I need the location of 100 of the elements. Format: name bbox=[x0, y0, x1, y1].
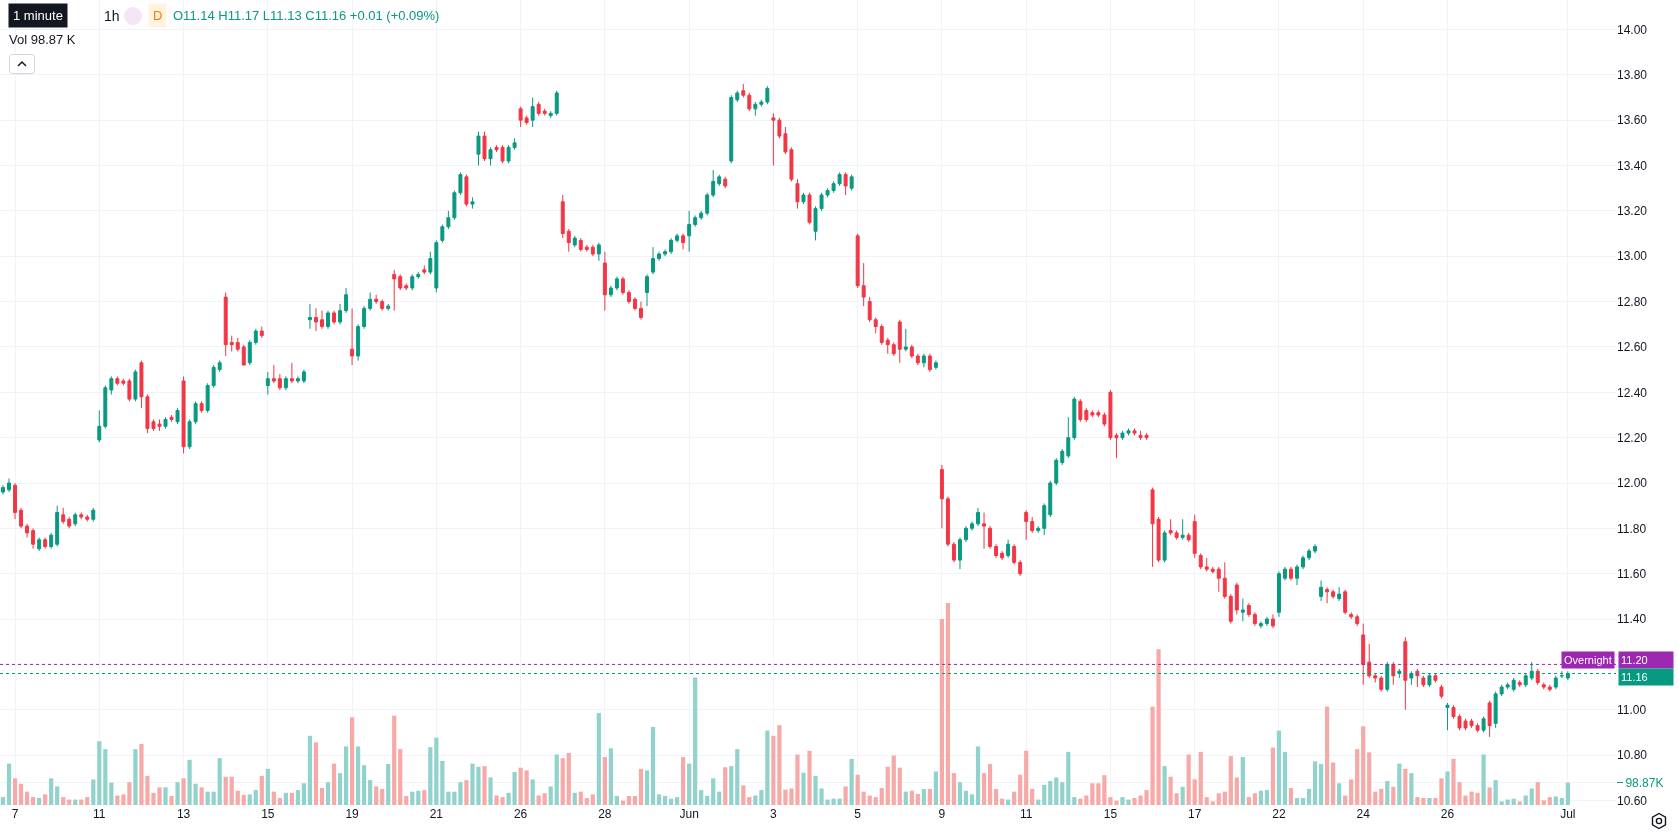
candlestick bbox=[332, 310, 337, 325]
candlestick bbox=[1162, 530, 1167, 563]
candlestick bbox=[1301, 555, 1306, 570]
candlestick bbox=[1331, 589, 1336, 600]
bar bbox=[37, 797, 42, 805]
bar bbox=[1252, 793, 1257, 805]
bar bbox=[1282, 751, 1288, 805]
candlestick bbox=[632, 296, 637, 312]
bar bbox=[1409, 773, 1414, 805]
bar bbox=[1331, 762, 1336, 805]
bar bbox=[1361, 726, 1366, 805]
bar bbox=[662, 795, 668, 805]
candlestick bbox=[386, 303, 391, 312]
annotation: 1 minute bbox=[13, 8, 63, 23]
candlestick bbox=[1505, 682, 1510, 690]
candlestick bbox=[211, 364, 216, 389]
candlestick bbox=[945, 496, 950, 547]
bar bbox=[1487, 787, 1492, 805]
bar bbox=[1565, 782, 1570, 805]
bar bbox=[1234, 777, 1239, 805]
candlestick bbox=[181, 375, 186, 455]
bar bbox=[711, 778, 716, 805]
candlestick bbox=[1012, 543, 1017, 566]
candlestick bbox=[687, 210, 692, 253]
bar bbox=[849, 758, 854, 805]
candlestick bbox=[566, 228, 571, 253]
bar bbox=[1180, 786, 1185, 805]
bar bbox=[199, 787, 204, 805]
bar bbox=[307, 735, 313, 805]
bar bbox=[1499, 801, 1504, 805]
bar bbox=[885, 766, 890, 805]
bar bbox=[1541, 800, 1546, 805]
candlestick bbox=[19, 507, 24, 529]
candlestick bbox=[518, 106, 523, 128]
bar bbox=[681, 757, 686, 805]
bar bbox=[386, 764, 391, 805]
y-tick-label: 12.20 bbox=[1617, 430, 1648, 445]
bar bbox=[337, 773, 343, 805]
candlestick bbox=[524, 115, 529, 126]
bar bbox=[921, 788, 926, 805]
bar bbox=[187, 759, 192, 805]
bar bbox=[753, 795, 758, 805]
candlestick bbox=[1030, 516, 1035, 534]
candlestick bbox=[548, 110, 553, 119]
bar bbox=[765, 730, 770, 805]
bar bbox=[584, 797, 589, 805]
candlestick bbox=[398, 273, 403, 291]
candlestick bbox=[849, 174, 854, 191]
candlestick bbox=[7, 477, 11, 493]
bar bbox=[1228, 756, 1233, 805]
candlestick bbox=[1511, 677, 1516, 693]
candlestick bbox=[584, 244, 589, 253]
bar bbox=[608, 748, 613, 805]
candlestick bbox=[723, 176, 728, 189]
candlestick bbox=[1421, 675, 1426, 688]
bar bbox=[861, 791, 866, 805]
candlestick bbox=[217, 360, 222, 373]
candlestick bbox=[1276, 570, 1281, 618]
candlestick bbox=[109, 375, 114, 396]
candlestick bbox=[741, 83, 746, 99]
bar bbox=[909, 790, 914, 805]
candlestick bbox=[392, 269, 397, 312]
bar bbox=[1030, 788, 1035, 805]
x-tick-label: 11 bbox=[93, 807, 106, 821]
candlestick bbox=[1445, 702, 1450, 731]
y-tick-label: 10.60 bbox=[1617, 793, 1648, 808]
candlestick bbox=[37, 536, 42, 552]
candlestick bbox=[1, 484, 5, 495]
candlestick bbox=[608, 285, 613, 298]
bar bbox=[801, 772, 806, 805]
candlestick bbox=[915, 353, 920, 366]
bar bbox=[31, 797, 36, 805]
candlestick bbox=[1349, 611, 1354, 620]
bar bbox=[133, 749, 138, 805]
bar bbox=[747, 797, 752, 805]
candlestick bbox=[657, 251, 662, 262]
bar bbox=[55, 786, 60, 805]
y-tick-label: 12.00 bbox=[1617, 476, 1648, 491]
bar bbox=[1084, 795, 1089, 805]
candlestick bbox=[43, 536, 48, 550]
candlestick bbox=[368, 292, 373, 312]
bar bbox=[24, 791, 30, 805]
bar bbox=[759, 790, 764, 805]
candlestick bbox=[891, 341, 896, 357]
bar bbox=[969, 794, 975, 805]
x-tick-label: 9 bbox=[938, 807, 946, 821]
bar bbox=[271, 791, 276, 805]
candlestick bbox=[13, 482, 18, 520]
y-tick-label: 14.00 bbox=[1617, 22, 1648, 37]
bar bbox=[1258, 790, 1264, 805]
bar bbox=[632, 795, 638, 805]
bar bbox=[897, 767, 902, 805]
candlestick bbox=[1222, 561, 1227, 600]
bar bbox=[560, 758, 565, 805]
candlestick bbox=[1415, 668, 1420, 688]
candlestick bbox=[428, 251, 433, 275]
bar bbox=[374, 786, 379, 805]
bar bbox=[843, 786, 848, 805]
candlestick bbox=[470, 196, 475, 210]
candlestick bbox=[247, 339, 252, 366]
